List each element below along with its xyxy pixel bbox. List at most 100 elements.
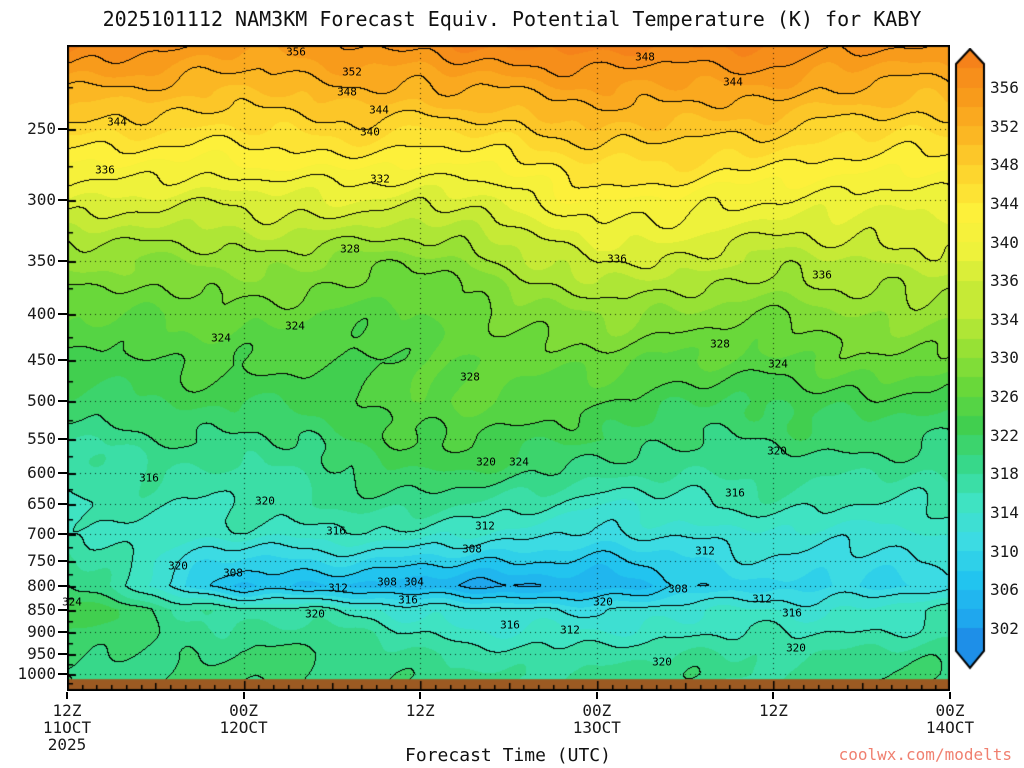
y-tick-label: 1000 xyxy=(17,663,56,683)
colorbar-tick-label: 334 xyxy=(990,309,1019,329)
colorbar-tick-label: 310 xyxy=(990,541,1019,561)
x-tick-label: 12Z xyxy=(758,701,788,720)
y-tick xyxy=(58,127,67,130)
colorbar-tick-label: 302 xyxy=(990,618,1019,638)
y-tick xyxy=(58,631,67,634)
contour-label: 324 xyxy=(285,319,305,333)
y-tick-label: 950 xyxy=(27,643,56,663)
x-tick xyxy=(595,692,598,699)
y-tick xyxy=(58,503,67,506)
contour-label: 344 xyxy=(369,103,389,117)
y-tick-label: 800 xyxy=(27,575,56,595)
colorbar-tick-label: 330 xyxy=(990,348,1019,368)
y-tick-label: 900 xyxy=(27,622,56,642)
contour-label: 312 xyxy=(695,544,715,558)
x-tick-label: 00Z xyxy=(935,701,965,720)
x-date-label: 14OCT xyxy=(925,718,975,737)
contour-label: 348 xyxy=(337,85,357,99)
contour-label: 316 xyxy=(500,618,520,632)
contour-label: 340 xyxy=(360,125,380,139)
x-tick xyxy=(772,692,775,699)
contour-label: 320 xyxy=(476,455,496,469)
contour-label: 352 xyxy=(342,65,362,79)
x-year-label: 2025 xyxy=(47,735,87,754)
contour-label: 336 xyxy=(607,252,627,266)
y-tick xyxy=(58,559,67,562)
contour-label: 316 xyxy=(725,486,745,500)
y-tick xyxy=(58,400,67,403)
y-tick xyxy=(58,608,67,611)
contour-label: 320 xyxy=(786,641,806,655)
contour-label: 320 xyxy=(255,494,275,508)
colorbar-tick-label: 340 xyxy=(990,232,1019,252)
y-tick-label: 250 xyxy=(27,118,56,138)
x-tick xyxy=(419,692,422,699)
contour-label: 304 xyxy=(404,575,424,589)
contour-label: 344 xyxy=(107,115,127,129)
y-tick xyxy=(58,199,67,202)
contour-label: 316 xyxy=(139,471,159,485)
colorbar-tick-label: 344 xyxy=(990,193,1019,213)
x-tick xyxy=(949,692,951,699)
y-tick-label: 400 xyxy=(27,303,56,323)
chart-title: 2025101112 NAM3KM Forecast Equiv. Potent… xyxy=(102,7,922,31)
colorbar-tick-label: 348 xyxy=(990,155,1019,175)
x-date-label: 11OCT xyxy=(42,718,92,737)
x-tick-label: 12Z xyxy=(52,701,82,720)
x-date-label: 13OCT xyxy=(572,718,621,737)
y-tick-label: 300 xyxy=(27,190,56,210)
y-tick xyxy=(58,358,67,361)
contour-label: 320 xyxy=(767,444,787,458)
y-tick-label: 650 xyxy=(27,494,56,514)
y-tick xyxy=(58,312,67,315)
y-tick-label: 500 xyxy=(27,391,56,411)
x-tick-label: 00Z xyxy=(582,701,612,720)
contour-label: 312 xyxy=(475,519,495,533)
colorbar-tick-label: 336 xyxy=(990,271,1019,291)
y-tick xyxy=(58,471,67,474)
contour-label: 312 xyxy=(560,623,580,637)
contour-label: 344 xyxy=(723,75,743,89)
x-tick-label: 00Z xyxy=(229,701,259,720)
contour-label: 308 xyxy=(377,575,397,589)
contour-label: 328 xyxy=(710,337,730,351)
x-axis-title: Forecast Time (UTC) xyxy=(405,745,611,766)
contour-label: 320 xyxy=(168,559,188,573)
colorbar-tick-label: 318 xyxy=(990,464,1019,484)
y-tick xyxy=(58,532,67,535)
contour-field-canvas xyxy=(67,45,950,691)
x-tick-label: 12Z xyxy=(405,701,435,720)
x-tick xyxy=(242,692,245,699)
x-date-label: 12OCT xyxy=(219,718,268,737)
contour-label: 348 xyxy=(635,50,655,64)
contour-label: 320 xyxy=(593,595,613,609)
contour-label: 336 xyxy=(812,268,832,282)
contour-label: 312 xyxy=(328,581,348,595)
colorbar-tick-label: 352 xyxy=(990,116,1019,136)
y-tick-label: 700 xyxy=(27,523,56,543)
contour-label: 336 xyxy=(95,163,115,177)
contour-label: 356 xyxy=(286,45,306,59)
watermark: coolwx.com/modelts xyxy=(838,745,1012,764)
y-tick xyxy=(58,584,67,587)
contour-label: 332 xyxy=(370,172,390,186)
contour-label: 308 xyxy=(223,566,243,580)
contour-label: 308 xyxy=(668,582,688,596)
colorbar-canvas xyxy=(953,48,987,670)
contour-label: 328 xyxy=(340,242,360,256)
colorbar-tick-label: 314 xyxy=(990,503,1019,523)
contour-label: 324 xyxy=(211,331,231,345)
contour-label: 312 xyxy=(752,592,772,606)
y-tick xyxy=(58,652,67,655)
y-tick-label: 350 xyxy=(27,251,56,271)
colorbar-tick-label: 306 xyxy=(990,580,1019,600)
y-tick-label: 600 xyxy=(27,462,56,482)
colorbar-tick-label: 322 xyxy=(990,425,1019,445)
contour-label: 308 xyxy=(462,542,482,556)
contour-label: 316 xyxy=(398,593,418,607)
contour-label: 328 xyxy=(460,370,480,384)
contour-label: 316 xyxy=(782,606,802,620)
colorbar-tick-label: 356 xyxy=(990,78,1019,97)
contour-label: 320 xyxy=(652,655,672,669)
y-tick xyxy=(58,260,67,263)
